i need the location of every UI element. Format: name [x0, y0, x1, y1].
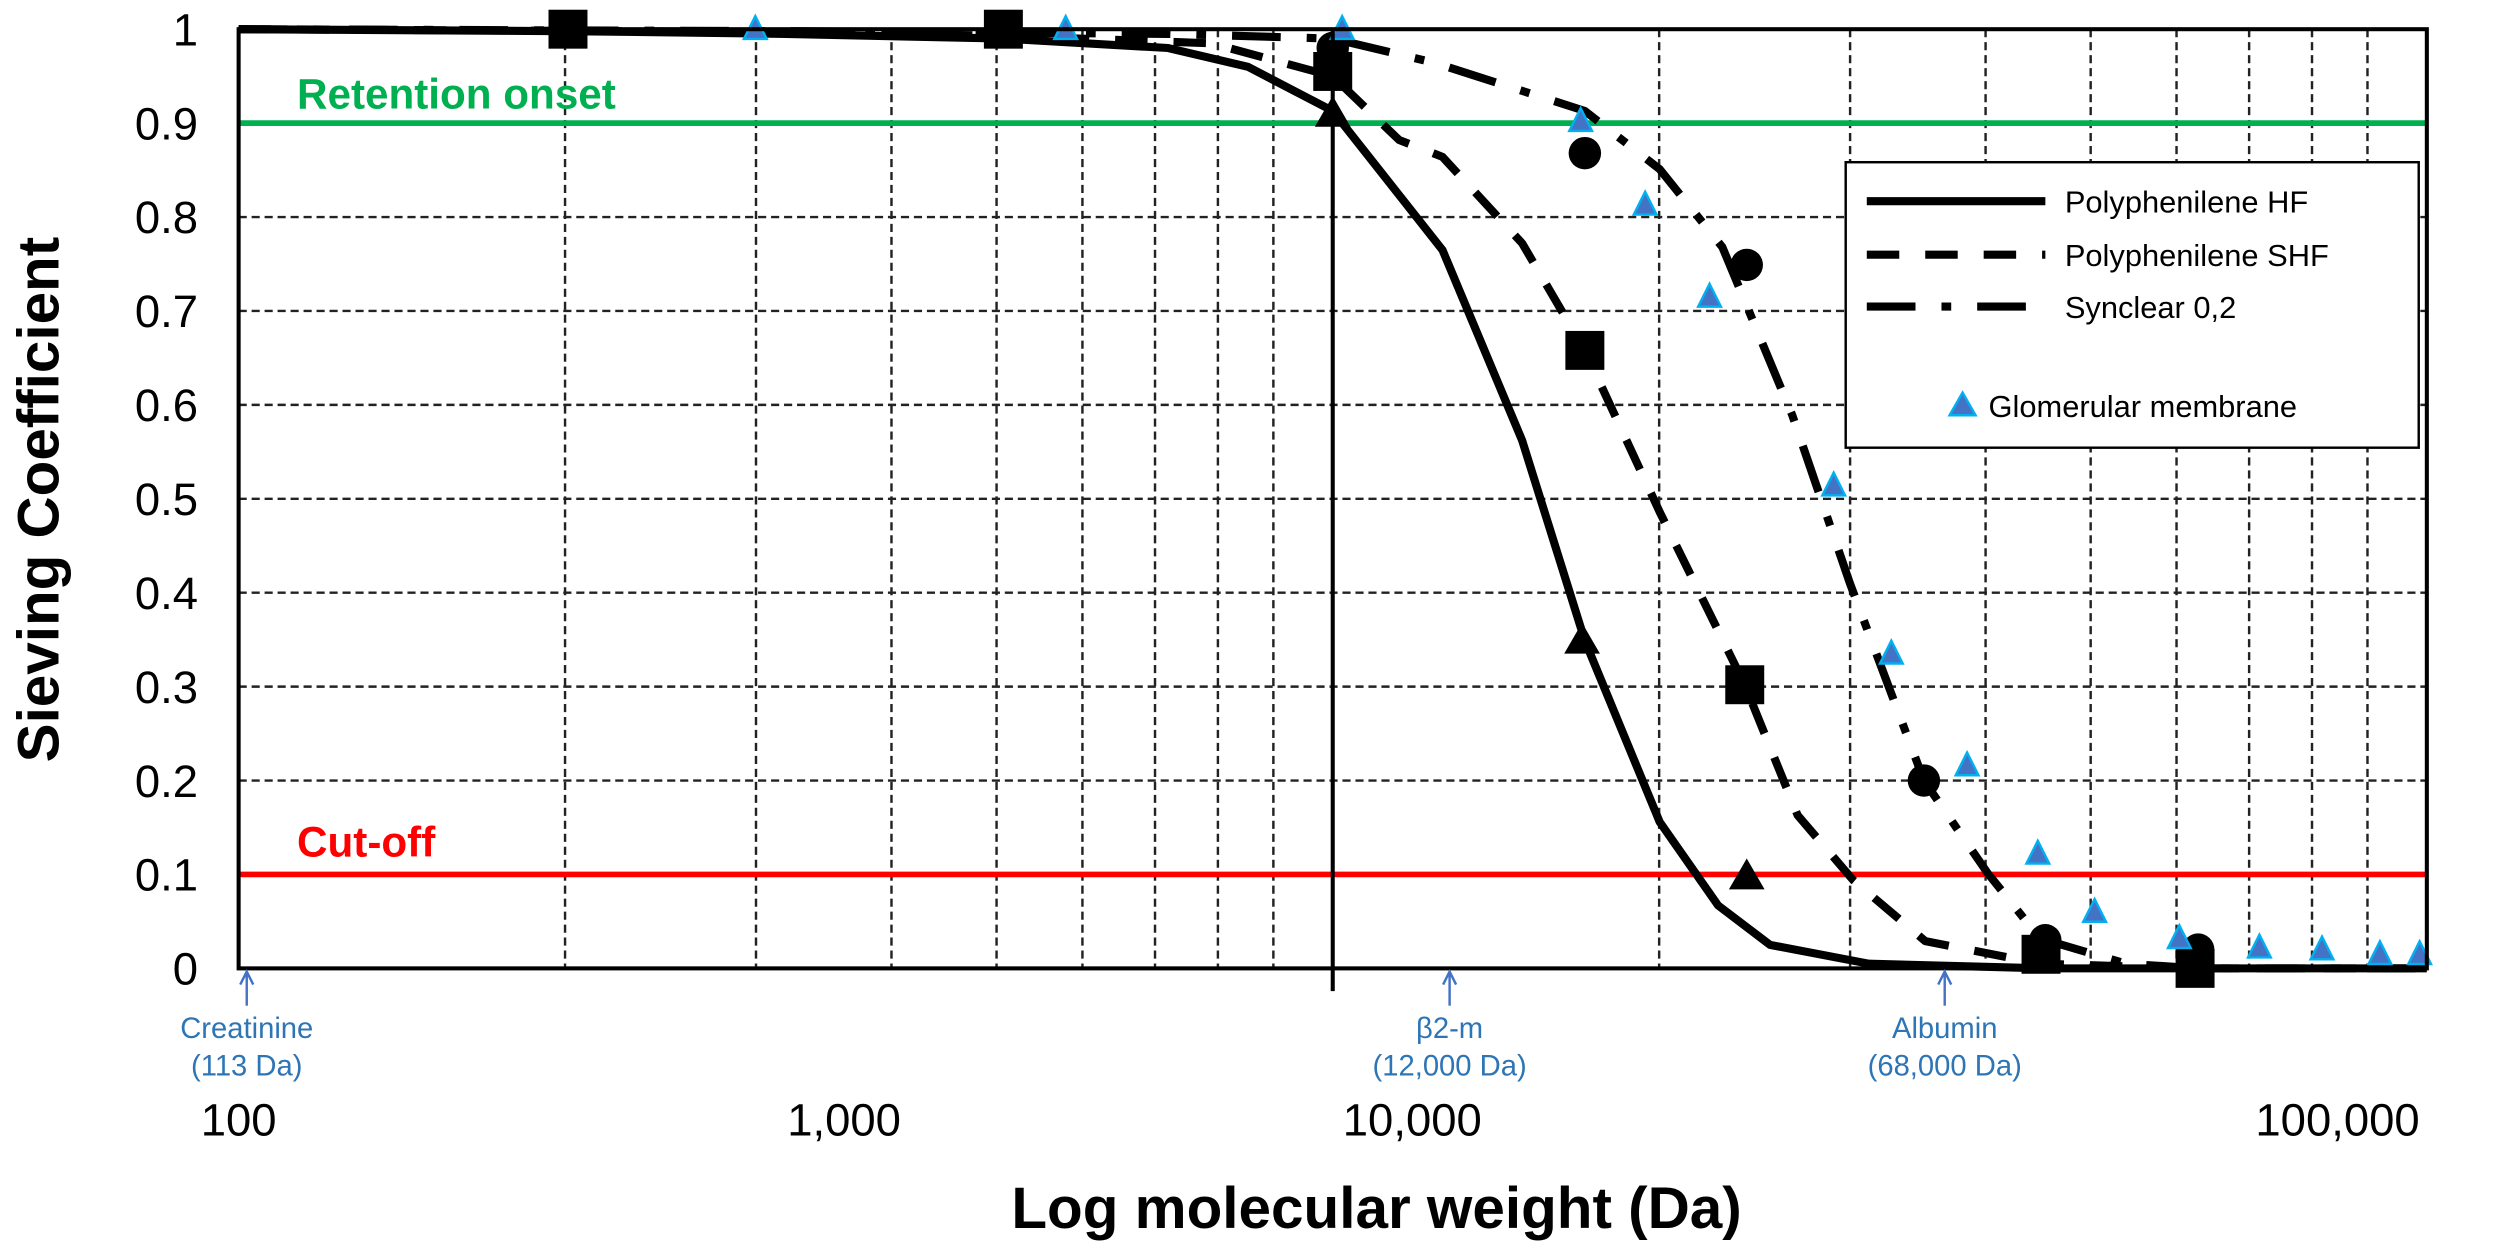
series-curve — [238, 25, 2427, 973]
reference-line-label: Retention onset — [297, 71, 616, 118]
data-point-glomerular — [1567, 105, 1594, 133]
legend-label-synclear: Synclear 0,2 — [2065, 290, 2236, 325]
data-point-triangle — [1728, 858, 1765, 890]
legend-swatch-glomerular-triangle-icon — [1947, 390, 1978, 417]
data-point-circle — [2181, 933, 2215, 966]
data-point-glomerular — [2246, 932, 2273, 959]
y-tick-label: 1 — [173, 4, 198, 55]
data-point-glomerular — [1820, 469, 1848, 497]
y-tick-label: 0.8 — [135, 192, 198, 243]
x-axis-title: Log molecular weight (Da) — [1011, 1176, 1741, 1241]
data-point-glomerular — [1953, 749, 1981, 777]
data-point-glomerular — [1696, 281, 1723, 308]
legend-box — [1844, 160, 2420, 449]
annotation-label: β2-m — [1416, 1013, 1483, 1045]
annotation-sublabel: (12,000 Da) — [1373, 1050, 1527, 1082]
data-point-glomerular — [2166, 922, 2193, 950]
annotation-label: Albumin — [1892, 1013, 1997, 1045]
y-tick-label: 0.2 — [135, 756, 198, 807]
plot-frame — [236, 27, 2429, 992]
legend-label-glomerular: Glomerular membrane — [1989, 389, 2298, 424]
y-tick-label: 0.4 — [135, 568, 198, 619]
data-point-square — [1565, 330, 1605, 370]
annotation-arrowhead — [1442, 968, 1458, 986]
data-point-glomerular — [2081, 896, 2108, 923]
data-point-glomerular — [1631, 189, 1659, 216]
annotation-label: Creatinine — [180, 1013, 313, 1045]
data-point-circle — [1568, 136, 1602, 170]
x-tick-label: 100,000 — [2255, 1094, 2419, 1145]
y-tick-label: 0.7 — [135, 286, 198, 337]
data-point-square — [1725, 665, 1765, 705]
y-tick-label: 0.1 — [135, 850, 198, 901]
y-tick-labels: 0 0.1 0.2 0.3 0.4 0.5 0.6 0.7 0.8 0.9 1 — [135, 4, 198, 994]
x-tick-label: 1,000 — [787, 1094, 901, 1145]
reference-line-label: Cut-off — [297, 818, 436, 865]
annotations: Creatinine (113 Da) β2-m (12,000 Da) Albumin… — [180, 968, 2022, 1082]
legend: Polyphenilene HF Polyphenilene SHF Syncl… — [1844, 160, 2420, 449]
legend-label-hf: Polyphenilene HF — [2065, 185, 2308, 220]
y-tick-label: 0 — [173, 944, 198, 995]
data-point-glomerular — [2308, 933, 2336, 961]
data-point-glomerular — [2024, 838, 2052, 865]
data-point-glomerular — [1877, 638, 1905, 665]
x-tick-label: 100 — [201, 1094, 277, 1145]
x-tick-labels: 100 1,000 10,000 100,000 — [201, 1094, 2420, 1145]
x-tick-label: 10,000 — [1343, 1094, 1482, 1145]
data-point-triangle — [1564, 622, 1600, 654]
y-axis-title: Sieving Coefficient — [6, 237, 71, 763]
data-point-circle — [1730, 248, 1763, 282]
data-point-glomerular — [2366, 938, 2394, 966]
y-tick-label: 0.5 — [135, 474, 198, 525]
annotation-arrowhead — [1937, 968, 1953, 986]
legend-label-shf: Polyphenilene SHF — [2065, 238, 2329, 273]
annotation-sublabel: (68,000 Da) — [1868, 1050, 2022, 1082]
data-point-circle — [1907, 764, 1941, 797]
data-point-circle — [2029, 923, 2062, 957]
y-tick-label: 0.3 — [135, 662, 198, 713]
y-tick-label: 0.6 — [135, 380, 198, 431]
annotation-arrowhead — [239, 968, 255, 986]
y-tick-label: 0.9 — [135, 98, 198, 149]
annotation-sublabel: (113 Da) — [191, 1050, 302, 1082]
